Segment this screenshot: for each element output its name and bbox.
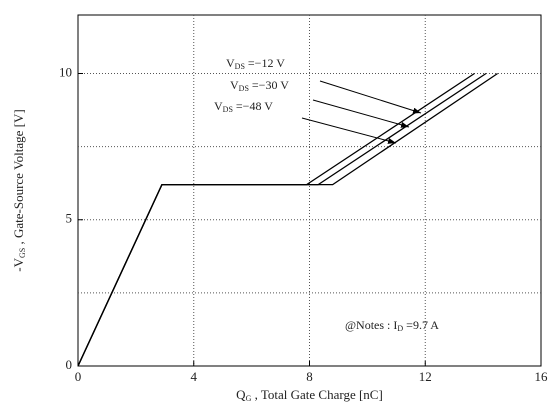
series-label-main: V bbox=[214, 99, 223, 113]
series-label-main: V bbox=[226, 56, 235, 70]
series-label-rest: =−48 V bbox=[233, 99, 273, 113]
x-tick-label: 4 bbox=[191, 369, 198, 384]
y-axis-label-rest: , Gate-Source Voltage [V] bbox=[11, 109, 26, 248]
x-tick-label: 0 bbox=[75, 369, 82, 384]
series-label: VDS =−30 V bbox=[230, 78, 289, 93]
x-axis-label-main: Q bbox=[236, 387, 246, 402]
y-tick-label: 10 bbox=[59, 64, 72, 79]
series-label: VDS =−12 V bbox=[226, 56, 285, 71]
series-label-rest: =−30 V bbox=[249, 78, 289, 92]
annotation-arrow bbox=[319, 80, 422, 114]
x-tick-label: 8 bbox=[306, 369, 313, 384]
series-label-sub: DS bbox=[235, 62, 245, 71]
note-rest: =9.7 A bbox=[403, 318, 439, 332]
note-sub: D bbox=[397, 324, 403, 333]
x-axis-label-rest: , Total Gate Charge [nC] bbox=[251, 387, 382, 402]
x-tick-label: 12 bbox=[419, 369, 432, 384]
x-axis-label-sub: G bbox=[246, 394, 252, 403]
annotation-arrow bbox=[301, 117, 397, 144]
y-tick-label: 5 bbox=[66, 211, 73, 226]
y-tick-label: 0 bbox=[66, 357, 73, 372]
series-label-sub: DS bbox=[223, 105, 233, 114]
y-axis-label: -VGS , Gate-Source Voltage [V] bbox=[11, 109, 27, 271]
series-label-sub: DS bbox=[239, 84, 249, 93]
series-label: VDS =−48 V bbox=[214, 99, 273, 114]
annotation-arrow bbox=[312, 99, 410, 128]
y-axis-label-sub: GS bbox=[18, 248, 27, 258]
x-tick-label: 16 bbox=[535, 369, 549, 384]
series-line bbox=[77, 72, 498, 367]
x-axis-label: QG , Total Gate Charge [nC] bbox=[236, 387, 383, 403]
y-axis-label-main: -V bbox=[11, 257, 26, 271]
plot-frame bbox=[77, 14, 542, 367]
series-label-rest: =−12 V bbox=[245, 56, 285, 70]
series-label-main: V bbox=[230, 78, 239, 92]
note-main: @Notes : I bbox=[345, 318, 397, 332]
note: @Notes : ID =9.7 A bbox=[345, 318, 439, 333]
